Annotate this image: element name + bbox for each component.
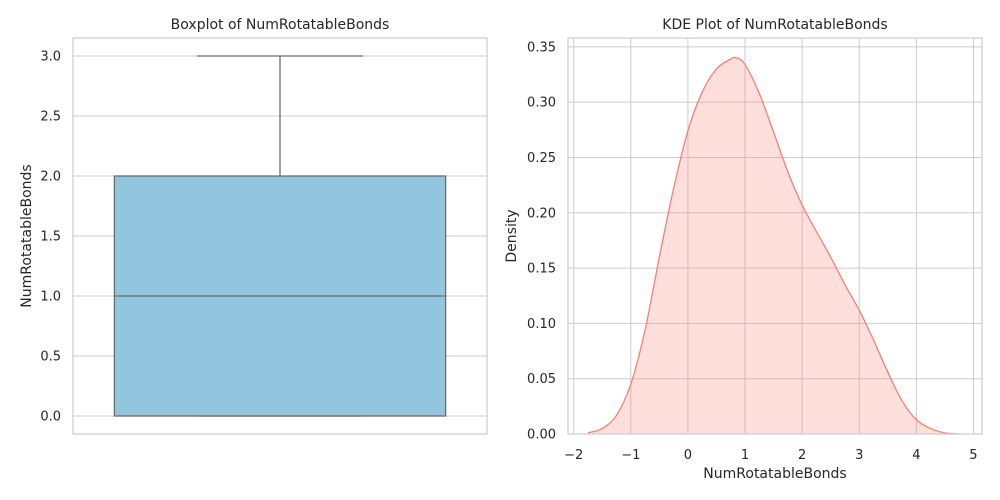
y-tick-label: 0.15 <box>527 262 556 277</box>
kde-gridlines <box>568 38 982 435</box>
x-tick-label: 0 <box>684 448 692 463</box>
kde-axes-frame <box>567 37 983 435</box>
x-tick-label: 1 <box>741 448 749 463</box>
kde-density-line <box>587 56 960 435</box>
x-tick-label: 4 <box>912 448 920 463</box>
y-tick-label: 0.20 <box>527 206 556 221</box>
boxplot-y-axis-label: NumRotatableBonds <box>19 164 35 307</box>
y-tick-label: 0.35 <box>527 40 556 55</box>
y-tick-label: 0.05 <box>527 372 556 387</box>
y-tick-label: 3.0 <box>40 50 61 65</box>
x-tick-label: −2 <box>564 448 583 463</box>
y-tick-label: 0.00 <box>527 428 556 443</box>
kde-x-axis-label: NumRotatableBonds <box>703 466 846 482</box>
boxplot-axes-frame <box>72 37 488 435</box>
kde-x-ticks: −2 −1 0 1 2 3 4 5 <box>564 448 977 463</box>
y-tick-label: 1.5 <box>40 230 61 245</box>
x-tick-label: 5 <box>969 448 977 463</box>
x-tick-label: −1 <box>621 448 640 463</box>
kde-panel: KDE Plot of NumRotatableBonds −2 −1 0 1 2 3 4 5… <box>504 17 983 482</box>
kde-title: KDE Plot of NumRotatableBonds <box>662 17 887 33</box>
y-tick-label: 1.0 <box>40 290 61 305</box>
x-tick-label: 2 <box>798 448 806 463</box>
y-tick-label: 0.10 <box>527 317 556 332</box>
y-tick-label: 0.0 <box>40 410 61 425</box>
boxplot-title: Boxplot of NumRotatableBonds <box>171 17 390 33</box>
kde-density-area <box>587 57 960 435</box>
y-tick-label: 0.5 <box>40 350 61 365</box>
y-tick-label: 2.5 <box>40 110 61 125</box>
y-tick-label: 2.0 <box>40 170 61 185</box>
y-tick-label: 0.30 <box>527 96 556 111</box>
y-tick-label: 0.25 <box>527 151 556 166</box>
x-tick-label: 3 <box>855 448 863 463</box>
boxplot-panel: Boxplot of NumRotatableBonds 0.0 0.5 1.0 1.… <box>19 17 488 435</box>
kde-y-ticks: 0.00 0.05 0.10 0.15 0.20 0.25 0.30 0.35 <box>527 40 556 442</box>
boxplot-elements <box>113 55 447 417</box>
boxplot-y-ticks: 0.0 0.5 1.0 1.5 2.0 2.5 3.0 <box>40 50 61 425</box>
kde-y-axis-label: Density <box>504 209 520 262</box>
